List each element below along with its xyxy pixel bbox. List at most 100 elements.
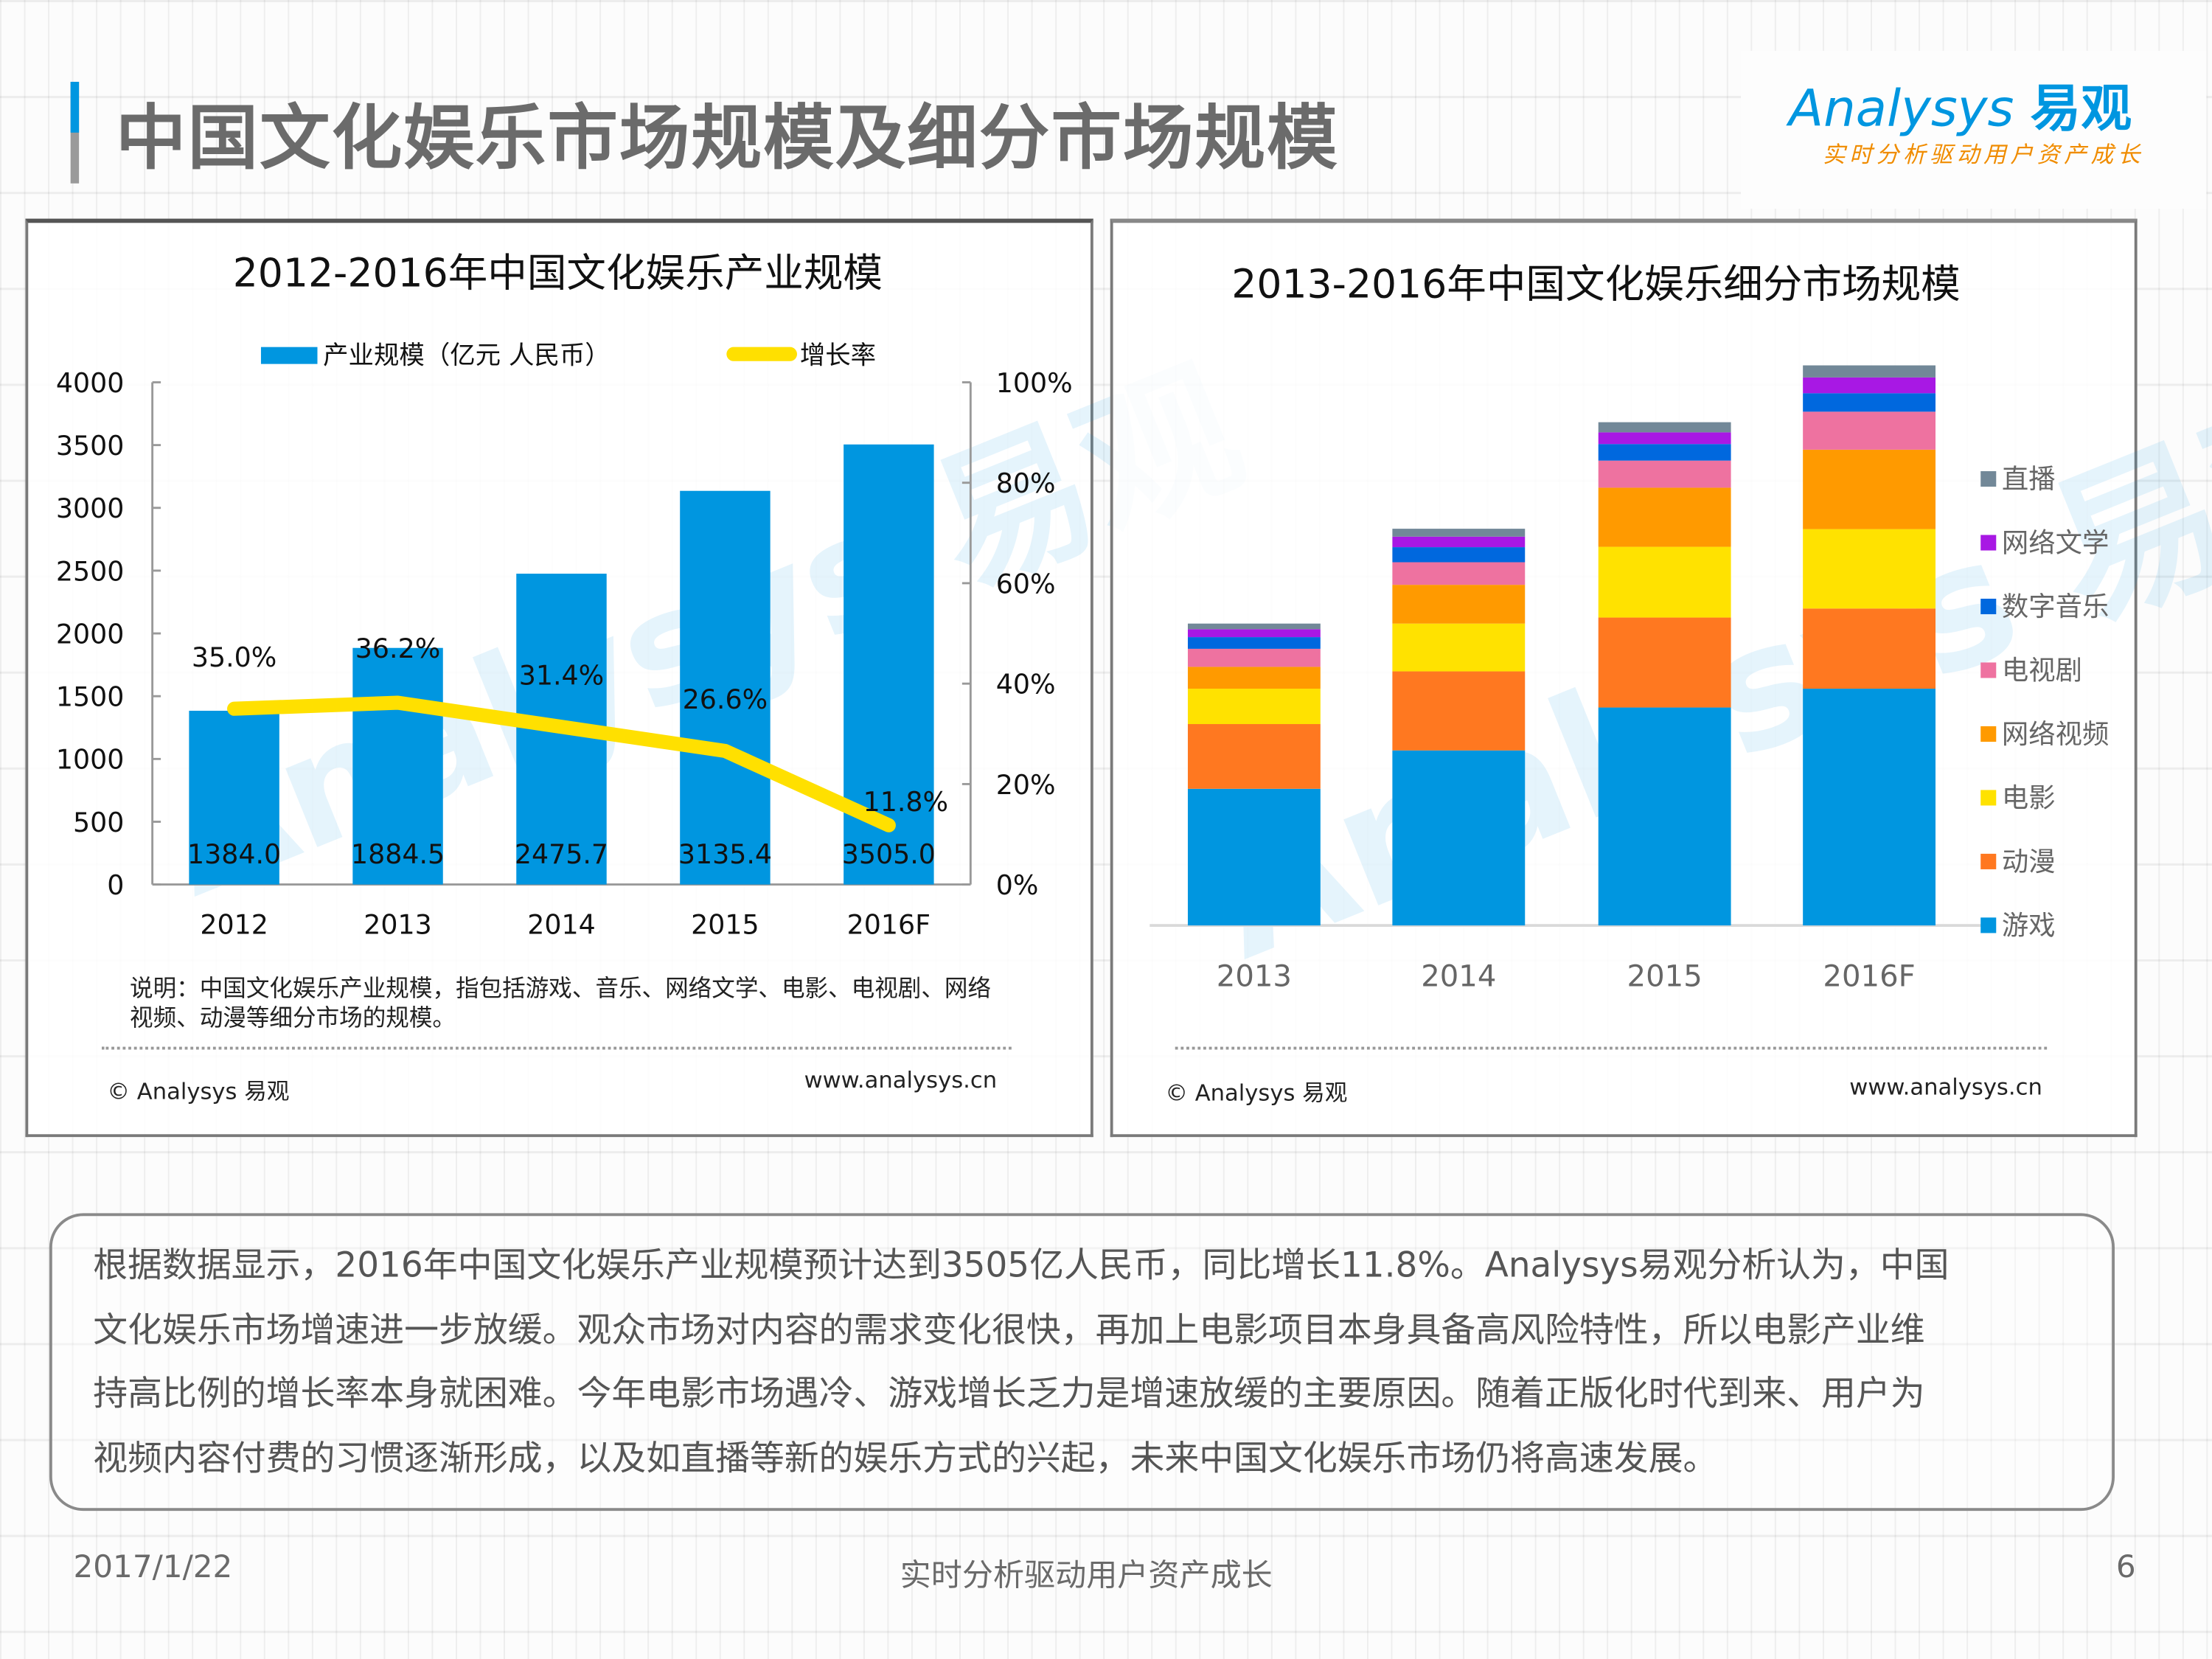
bar-segment-数字音乐 xyxy=(1187,637,1321,649)
legend-swatch xyxy=(1980,726,1997,742)
logo-brand: Analysys xyxy=(1789,80,2014,139)
bar-segment-游戏 xyxy=(1803,689,1936,926)
bar-segment-电视剧 xyxy=(1598,460,1731,488)
bar-value-label: 1884.5 xyxy=(351,838,445,870)
growth-value-label: 26.6% xyxy=(683,684,768,715)
bar-segment-直播 xyxy=(1187,623,1321,630)
bar-segment-网络视频 xyxy=(1803,449,1936,529)
legend-swatch xyxy=(1980,598,1997,615)
x-tick-label: 2014 xyxy=(1421,959,1496,993)
x-tick-label: 2015 xyxy=(691,909,759,941)
divider xyxy=(101,1046,1012,1050)
logo-brand-cn: 易观 xyxy=(2030,80,2132,139)
bar xyxy=(680,490,771,885)
bar-segment-网络视频 xyxy=(1392,585,1526,624)
bar-segment-数字音乐 xyxy=(1803,393,1936,412)
y-tick-label: 1500 xyxy=(56,681,124,713)
note-line-2: 视频、动漫等细分市场的规模。 xyxy=(130,1004,456,1032)
x-tick-label: 2015 xyxy=(1627,959,1703,993)
summary-line: 持高比例的增长率本身就困难。今年电影市场遇冷、游戏增长乏力是增速放缓的主要原因。… xyxy=(93,1372,1925,1414)
bar-segment-电影 xyxy=(1803,529,1936,609)
left-website-link[interactable]: www.analysys.cn xyxy=(804,1066,998,1093)
left-copyright: © Analysys 易观 xyxy=(107,1077,290,1105)
bar-segment-网络视频 xyxy=(1187,667,1321,689)
bar-segment-网络文学 xyxy=(1392,536,1526,548)
y2-tick-label: 40% xyxy=(996,669,1056,700)
logo-tagline: 实时分析驱动用户资产成长 xyxy=(1822,141,2145,168)
bar-segment-游戏 xyxy=(1598,707,1731,926)
note-line-1: 说明：中国文化娱乐产业规模，指包括游戏、音乐、网络文学、电影、电视剧、网络 xyxy=(130,975,992,1002)
summary-line: 根据数据显示，2016年中国文化娱乐产业规模预计达到3505亿人民币，同比增长1… xyxy=(93,1244,1950,1285)
legend-label: 动漫 xyxy=(2002,846,2056,877)
growth-value-label: 11.8% xyxy=(863,786,948,818)
y-tick-label: 500 xyxy=(73,807,124,838)
x-tick-label: 2012 xyxy=(200,909,268,941)
y2-tick-label: 0% xyxy=(996,869,1039,901)
bar-segment-直播 xyxy=(1392,529,1526,537)
title-accent-bar xyxy=(70,81,80,184)
bar xyxy=(189,710,279,885)
y2-tick-label: 100% xyxy=(996,367,1073,399)
legend-label: 电影 xyxy=(2002,782,2056,813)
legend-swatch xyxy=(1980,790,1997,806)
left-chart-title: 2012-2016年中国文化娱乐产业规模 xyxy=(232,249,883,296)
bar-segment-网络视频 xyxy=(1598,487,1731,547)
legend-label: 网络文学 xyxy=(2002,526,2109,558)
bar-segment-直播 xyxy=(1598,422,1731,433)
x-tick-label: 2016F xyxy=(1823,959,1915,993)
y2-tick-label: 80% xyxy=(996,467,1056,499)
bar-segment-电影 xyxy=(1598,546,1731,618)
bar-segment-数字音乐 xyxy=(1598,444,1731,461)
footer-slogan: 实时分析驱动用户资产成长 xyxy=(900,1559,1273,1594)
bar-segment-数字音乐 xyxy=(1392,547,1526,563)
page-title: 中国文化娱乐市场规模及细分市场规模 xyxy=(115,97,1339,179)
bar-segment-动漫 xyxy=(1598,617,1731,708)
x-tick-label: 2014 xyxy=(527,909,596,941)
bar-value-label: 3135.4 xyxy=(678,838,772,870)
bar xyxy=(352,647,443,885)
x-tick-label: 2016F xyxy=(847,909,931,941)
legend-swatch xyxy=(1980,471,1997,487)
summary-box xyxy=(49,1213,2115,1512)
growth-value-label: 35.0% xyxy=(192,641,276,673)
summary-line: 文化娱乐市场增速进一步放缓。观众市场对内容的需求变化很快，再加上电影项目本身具备… xyxy=(93,1308,1925,1350)
page-number: 6 xyxy=(2115,1550,2136,1586)
legend-swatch xyxy=(1980,535,1997,551)
legend-label: 直播 xyxy=(2002,463,2056,495)
bar-segment-游戏 xyxy=(1187,788,1321,926)
right-copyright: © Analysys 易观 xyxy=(1165,1079,1348,1107)
bar-value-label: 3505.0 xyxy=(842,838,936,870)
summary-line: 视频内容付费的习惯逐渐形成，以及如直播等新的娱乐方式的兴起，未来中国文化娱乐市场… xyxy=(93,1436,1718,1478)
right-chart-title: 2013-2016年中国文化娱乐细分市场规模 xyxy=(1231,260,1961,308)
bar-segment-网络文学 xyxy=(1598,432,1731,445)
y-tick-label: 3500 xyxy=(56,430,124,462)
legend-label-bar: 产业规模（亿元 人民币） xyxy=(323,341,611,371)
footer-date: 2017/1/22 xyxy=(73,1550,233,1586)
bar-segment-动漫 xyxy=(1392,671,1526,751)
bar-segment-电视剧 xyxy=(1803,411,1936,450)
right-website-link[interactable]: www.analysys.cn xyxy=(1849,1073,2042,1101)
legend-label-line: 增长率 xyxy=(800,341,876,371)
legend-label: 数字音乐 xyxy=(2002,591,2109,622)
legend-label: 网络视频 xyxy=(2002,718,2109,750)
y2-tick-label: 60% xyxy=(996,568,1056,599)
y-tick-label: 2000 xyxy=(56,618,124,650)
x-tick-label: 2013 xyxy=(1217,959,1292,993)
logo xyxy=(1740,50,2207,209)
divider xyxy=(1175,1046,2048,1050)
y-tick-label: 0 xyxy=(107,869,124,901)
bar-segment-动漫 xyxy=(1187,724,1321,789)
legend-swatch-bar xyxy=(260,347,318,364)
growth-value-label: 36.2% xyxy=(355,633,440,664)
legend-swatch xyxy=(1980,662,1997,678)
legend-label: 电视剧 xyxy=(2002,654,2082,686)
bar-value-label: 1384.0 xyxy=(187,838,281,870)
y-tick-label: 4000 xyxy=(56,367,124,399)
bar-segment-游戏 xyxy=(1392,750,1526,926)
left-chart-note: 说明：中国文化娱乐产业规模，指包括游戏、音乐、网络文学、电影、电视剧、网络 视频… xyxy=(130,973,991,1032)
bar-segment-动漫 xyxy=(1803,608,1936,689)
legend-label: 游戏 xyxy=(2002,909,2056,941)
left-chart: 产业规模（亿元 人民币） 增长率 0 500 1000 1500 2000 2500 3000 3… xyxy=(56,341,1073,941)
